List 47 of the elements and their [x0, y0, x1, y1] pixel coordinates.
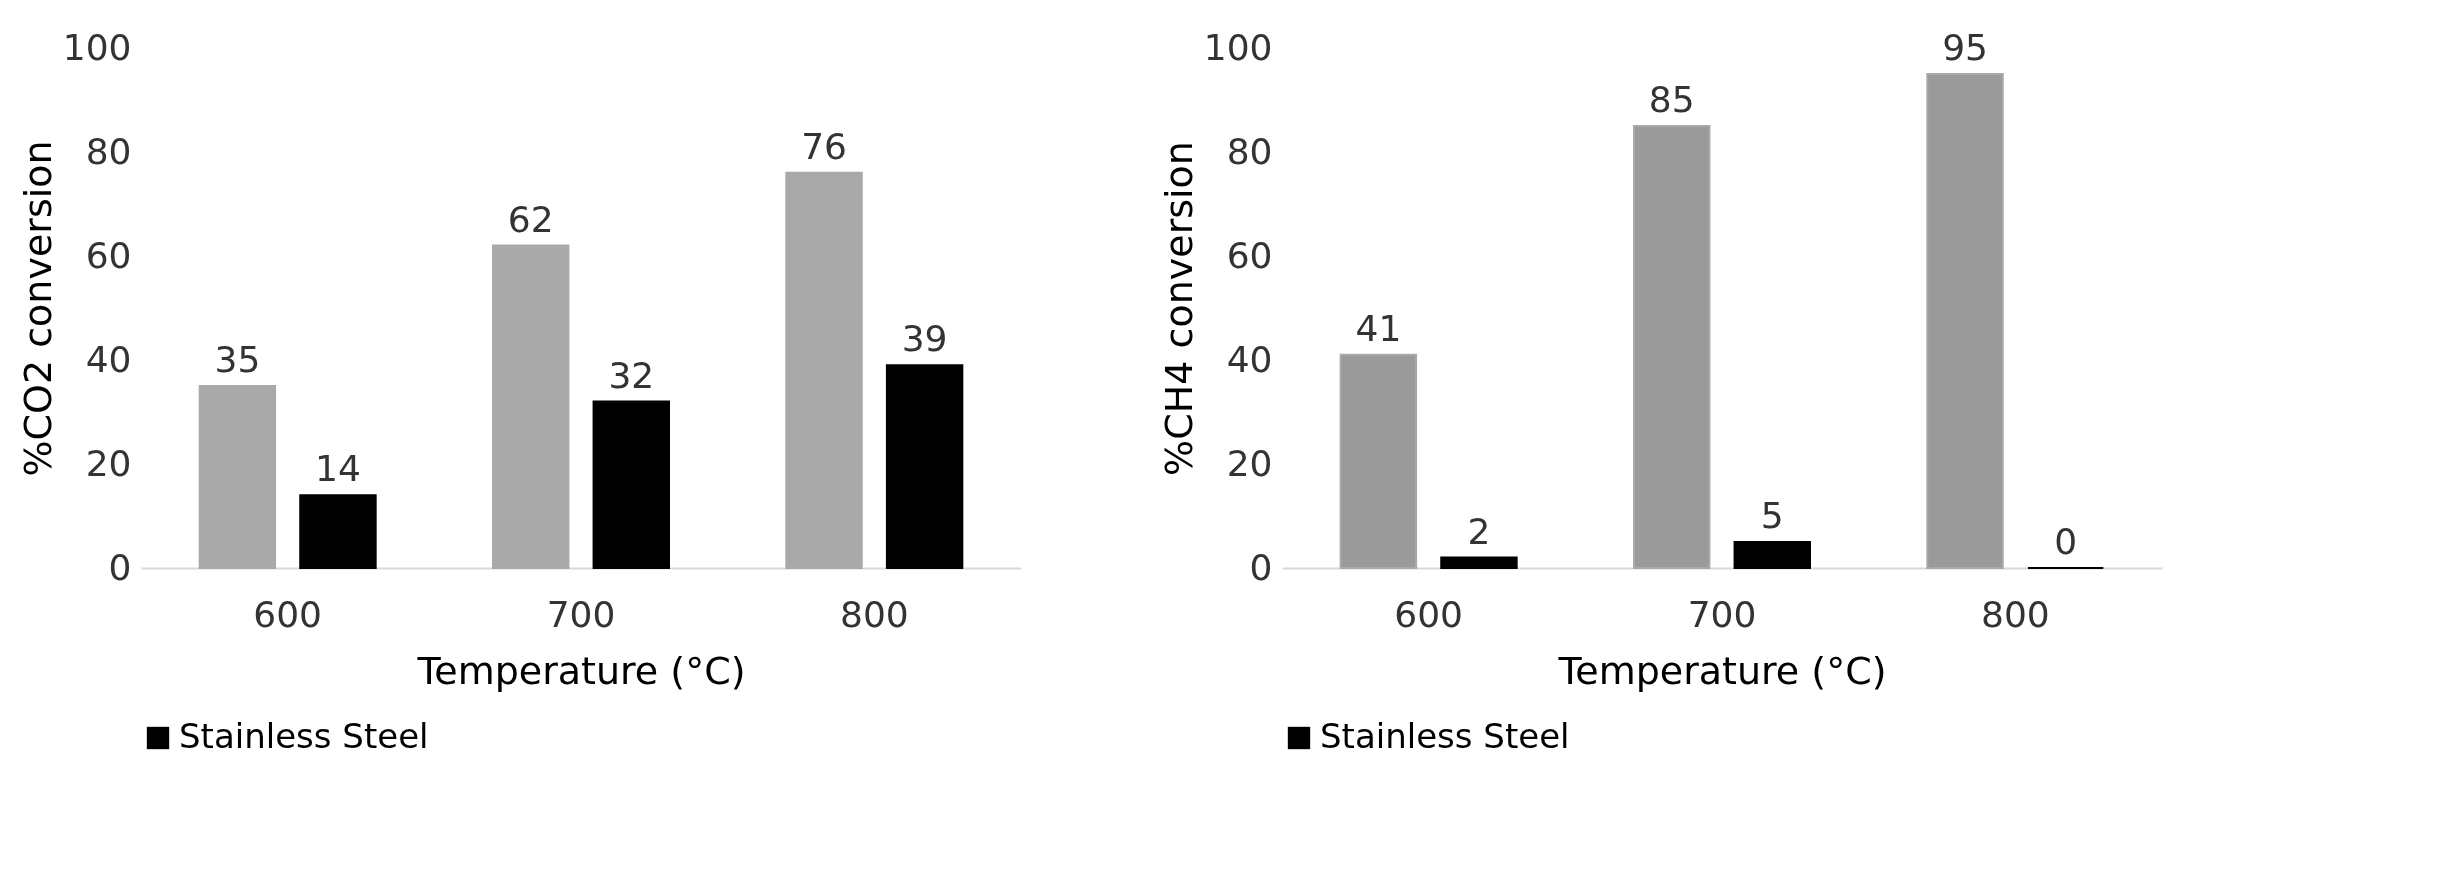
- y-tick-label: 0: [1249, 546, 1273, 588]
- y-axis-title: %CO2 conversion: [15, 140, 60, 477]
- data-label: 95: [1942, 27, 1988, 68]
- bar: [1440, 556, 1518, 569]
- y-tick-label: 20: [85, 442, 132, 484]
- bar: [592, 400, 670, 569]
- data-label: 76: [801, 125, 847, 167]
- data-label: 2: [1467, 510, 1491, 552]
- x-tick-label: 600: [1394, 593, 1464, 635]
- y-tick-label: 80: [1226, 130, 1273, 172]
- legend-label: Stainless Steel: [179, 716, 429, 756]
- data-label: 62: [507, 198, 554, 240]
- y-tick-label: 80: [85, 130, 132, 172]
- bar: [885, 364, 964, 569]
- x-tick-label: 600: [253, 593, 323, 635]
- y-tick-label: 0: [108, 546, 132, 588]
- data-label: 85: [1648, 79, 1695, 120]
- bar: [1339, 353, 1418, 569]
- data-label: 32: [608, 354, 655, 396]
- bar: [492, 244, 570, 569]
- data-label: 39: [901, 318, 948, 360]
- data-label: 0: [2054, 521, 2078, 562]
- x-axis-title: Temperature (°C): [416, 648, 746, 693]
- y-tick-label: 40: [1226, 338, 1273, 380]
- y-tick-label: 20: [1226, 442, 1273, 484]
- x-tick-label: 700: [1687, 593, 1757, 635]
- y-tick-label: 60: [85, 234, 132, 276]
- y-axis-title: %CH4 conversion: [1156, 141, 1201, 476]
- bar: [299, 494, 377, 569]
- y-tick-label: 40: [85, 338, 132, 380]
- bar: [1733, 541, 1811, 569]
- y-tick-label: 100: [62, 26, 132, 68]
- legend-label: Stainless Steel: [1320, 716, 1570, 756]
- data-label: 41: [1355, 307, 1402, 349]
- bar: [198, 385, 277, 569]
- data-label: 5: [1760, 495, 1784, 536]
- bar: [1633, 125, 1711, 569]
- x-tick-label: 800: [1980, 593, 2050, 635]
- data-label: 35: [214, 339, 261, 380]
- bar: [785, 171, 863, 569]
- y-tick-label: 60: [1226, 234, 1273, 276]
- data-label: 14: [315, 448, 361, 490]
- bar: [1926, 73, 2004, 569]
- x-tick-label: 800: [839, 593, 909, 635]
- y-tick-label: 100: [1203, 26, 1273, 68]
- x-tick-label: 700: [546, 593, 616, 635]
- x-axis-title: Temperature (°C): [1557, 648, 1887, 693]
